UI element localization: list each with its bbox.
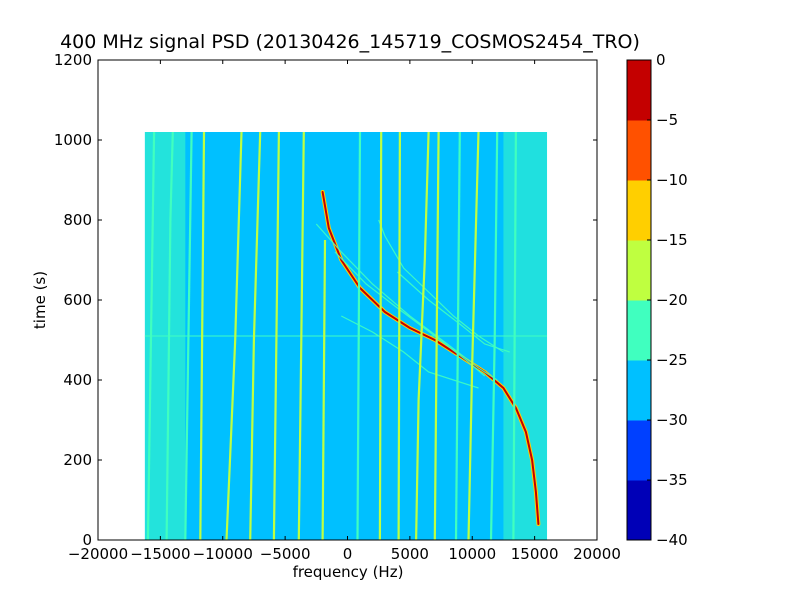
vertical-line-11 <box>249 132 262 540</box>
colorbar-swatch <box>627 240 651 301</box>
colorbar-tick-label: −10 <box>656 171 688 189</box>
x-tick-label: −15000 <box>130 545 190 563</box>
colorbar-tick-label: −30 <box>656 411 688 429</box>
vertical-line-16 <box>378 132 383 540</box>
colorbar-swatch <box>627 180 651 241</box>
colorbar-tick-label: −5 <box>656 111 678 129</box>
y-tick-label: 800 <box>63 211 92 229</box>
heatmap-clipped <box>144 132 548 540</box>
vertical-line-12 <box>272 132 280 540</box>
vertical-line-18 <box>415 132 430 540</box>
vertical-line-22 <box>489 132 499 540</box>
vertical-line-14 <box>321 239 327 540</box>
vertical-line-8 <box>184 132 193 540</box>
y-tick-label: 600 <box>63 291 92 309</box>
y-tick-label: 0 <box>82 531 92 549</box>
vertical-line-7 <box>165 132 174 540</box>
y-tick-label: 1000 <box>54 131 92 149</box>
colorbar-swatch <box>627 120 651 181</box>
x-tick-label: 10000 <box>448 545 496 563</box>
colorbar-tick-label: −20 <box>656 291 688 309</box>
y-tick-label: 400 <box>63 371 92 389</box>
x-axis-label: frequency (Hz) <box>293 563 404 581</box>
x-tick-label: −20000 <box>68 545 128 563</box>
colorbar-swatch <box>627 60 651 121</box>
x-axis: −20000 −15000 −10000 −5000 0 5000 10000 15000 20… <box>68 60 621 563</box>
y-tick-label: 1200 <box>54 51 92 69</box>
x-tick-label: 20000 <box>573 545 621 563</box>
vertical-line-9 <box>199 132 206 540</box>
x-tick-label: 5000 <box>391 545 429 563</box>
colorbar-tick-label: 0 <box>656 51 666 69</box>
x-tick-label: 15000 <box>511 545 559 563</box>
colorbar-swatch <box>627 420 651 481</box>
y-axis-label: time (s) <box>31 271 49 329</box>
x-tick-label: −10000 <box>193 545 253 563</box>
weak-curve-1 <box>315 223 498 381</box>
vertical-line-6 <box>146 132 156 540</box>
doppler-curve <box>321 191 540 525</box>
colorbar-tick-label: −40 <box>656 531 688 549</box>
weak-curve-4 <box>396 271 510 353</box>
y-tick-label: 200 <box>63 451 92 469</box>
vertical-line-15 <box>356 132 362 540</box>
colorbar: −40 −35 −30 −25 −20 −15 −10 −5 0 <box>626 51 688 549</box>
vertical-line-13 <box>297 132 305 540</box>
colorbar-swatch <box>627 300 651 361</box>
colorbar-swatch <box>627 360 651 421</box>
vertical-line-17 <box>397 132 401 540</box>
vertical-line-23 <box>512 132 517 540</box>
vertical-line-19 <box>433 132 440 540</box>
x-tick-label: 0 <box>343 545 353 563</box>
weak-curve-3 <box>378 219 504 353</box>
colorbar-tick-label: −35 <box>656 471 688 489</box>
colorbar-swatch <box>627 480 651 541</box>
weak-curve-2 <box>334 251 486 377</box>
vertical-line-20 <box>454 132 461 540</box>
x-tick-label: −5000 <box>260 545 311 563</box>
heatmap-area <box>144 132 548 540</box>
chart-title: 400 MHz signal PSD (20130426_145719_COSM… <box>60 31 640 53</box>
colorbar-tick-label: −15 <box>656 231 688 249</box>
colorbar-tick-label: −25 <box>656 351 688 369</box>
vertical-line-10 <box>225 132 243 540</box>
y-axis: 0 200 400 600 800 1000 1200 <box>54 51 597 549</box>
vertical-line-21 <box>467 132 480 540</box>
